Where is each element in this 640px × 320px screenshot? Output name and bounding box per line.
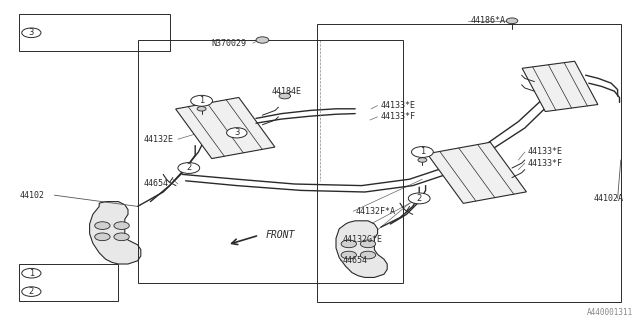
Circle shape	[408, 193, 430, 204]
Circle shape	[95, 222, 110, 229]
Circle shape	[506, 18, 518, 24]
Circle shape	[114, 233, 129, 241]
Circle shape	[22, 28, 41, 38]
Text: FRONT: FRONT	[266, 230, 295, 240]
Circle shape	[360, 240, 376, 248]
Text: 1: 1	[29, 269, 34, 278]
Circle shape	[256, 37, 269, 43]
Polygon shape	[427, 142, 527, 203]
Circle shape	[95, 233, 110, 241]
Text: 44132G*E('08MY-): 44132G*E('08MY-)	[48, 37, 126, 46]
Text: 44102A: 44102A	[594, 194, 624, 203]
Text: 44132G*E: 44132G*E	[342, 236, 383, 244]
Text: 2: 2	[29, 287, 34, 296]
Circle shape	[227, 128, 247, 138]
Circle shape	[415, 196, 424, 201]
Circle shape	[114, 222, 129, 229]
Circle shape	[341, 240, 356, 248]
Text: 44654: 44654	[144, 180, 169, 188]
Text: 44133*E: 44133*E	[381, 101, 416, 110]
Text: A440001311: A440001311	[588, 308, 634, 317]
FancyBboxPatch shape	[19, 264, 118, 301]
Circle shape	[191, 95, 212, 106]
Circle shape	[279, 93, 291, 99]
Text: 44133*F: 44133*F	[528, 159, 563, 168]
Polygon shape	[90, 202, 141, 264]
Circle shape	[184, 166, 193, 170]
Text: 3: 3	[234, 128, 239, 137]
Circle shape	[412, 147, 433, 157]
Text: 1: 1	[199, 96, 204, 105]
Text: 44184E: 44184E	[272, 87, 302, 96]
Text: 44102: 44102	[19, 191, 44, 200]
Text: 44133*F: 44133*F	[381, 112, 416, 121]
Circle shape	[197, 107, 206, 111]
Circle shape	[178, 163, 200, 173]
Text: 44132G*F(-'07MY): 44132G*F(-'07MY)	[48, 19, 126, 28]
Text: 2: 2	[186, 164, 191, 172]
Text: 0238S*A: 0238S*A	[48, 287, 82, 296]
Text: 44186*A: 44186*A	[470, 16, 506, 25]
Text: 44132E: 44132E	[144, 135, 174, 144]
Circle shape	[22, 268, 41, 278]
Text: 44132F*A: 44132F*A	[355, 207, 396, 216]
Polygon shape	[175, 98, 275, 158]
Text: 0101S*A: 0101S*A	[48, 269, 82, 278]
Text: 1: 1	[420, 148, 425, 156]
Polygon shape	[522, 61, 598, 112]
Text: 2: 2	[417, 194, 422, 203]
Circle shape	[418, 158, 427, 162]
Text: 44133*E: 44133*E	[528, 148, 563, 156]
Circle shape	[360, 251, 376, 259]
Polygon shape	[336, 221, 387, 277]
Circle shape	[22, 287, 41, 296]
Circle shape	[341, 251, 356, 259]
Text: 3: 3	[29, 28, 34, 37]
FancyBboxPatch shape	[19, 14, 170, 51]
Text: 44654: 44654	[342, 256, 367, 265]
Text: N370029: N370029	[211, 39, 246, 48]
